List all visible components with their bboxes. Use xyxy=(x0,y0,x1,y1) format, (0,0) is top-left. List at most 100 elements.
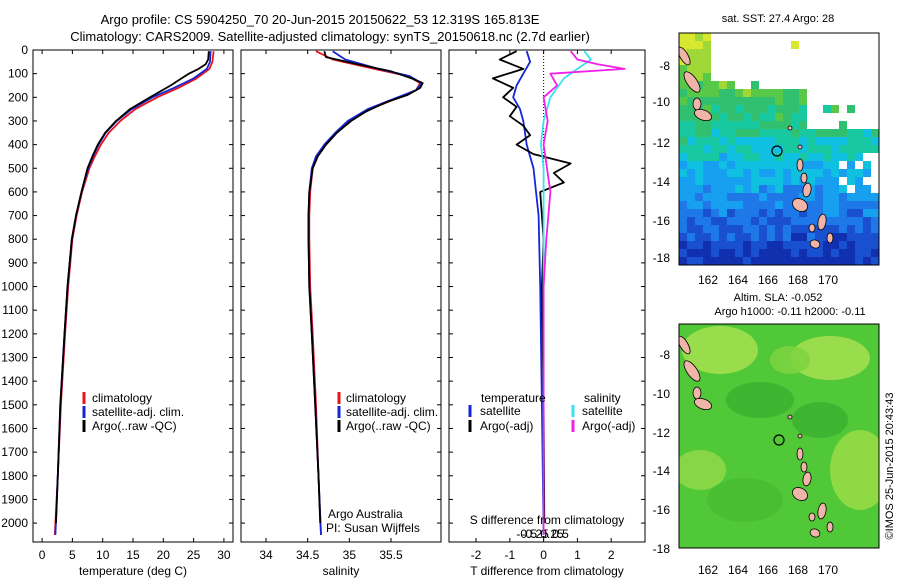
sst-cell xyxy=(695,177,703,185)
sst-cell xyxy=(703,97,711,105)
sst-cell xyxy=(807,193,815,201)
sst-cell xyxy=(687,97,695,105)
sst-cell xyxy=(679,217,687,225)
sst-cell xyxy=(719,185,727,193)
depth-tick-label: 1900 xyxy=(1,492,28,506)
sst-cell xyxy=(799,129,807,137)
sst-cell xyxy=(703,57,711,65)
island-shape xyxy=(808,223,816,233)
island-shape xyxy=(693,397,713,411)
sst-cell xyxy=(711,217,719,225)
sst-cell xyxy=(759,201,767,209)
sst-cell xyxy=(775,257,783,265)
sst-cell xyxy=(679,177,687,185)
t-diff-axis-label: T difference from climatology xyxy=(470,564,624,578)
sst-cell xyxy=(871,249,879,257)
sst-cell xyxy=(711,105,719,113)
sst-cell xyxy=(855,153,863,161)
sst-cell xyxy=(775,209,783,217)
island-shape xyxy=(797,433,803,439)
sst-cell xyxy=(687,217,695,225)
sst-cell xyxy=(815,201,823,209)
sst-cell xyxy=(735,249,743,257)
sst-cell xyxy=(759,209,767,217)
sst-cell xyxy=(751,169,759,177)
sst-cell xyxy=(743,225,751,233)
sst-cell xyxy=(679,81,687,89)
sst-cell xyxy=(847,137,855,145)
depth-tick-label: 900 xyxy=(8,256,28,270)
sst-cell xyxy=(719,217,727,225)
sst-cell xyxy=(687,161,695,169)
sla-lon-label: 164 xyxy=(728,563,748,577)
sst-cell xyxy=(735,129,743,137)
credit-line-1: Argo Australia xyxy=(328,507,403,521)
sst-cell xyxy=(711,161,719,169)
sst-cell xyxy=(847,153,855,161)
x-tick-label: 1 xyxy=(574,548,581,562)
sst-cell xyxy=(719,145,727,153)
imos-credit: ©IMOS 25-Jun-2015 20:43:43 xyxy=(884,393,896,540)
sst-cell xyxy=(855,233,863,241)
sst-cell xyxy=(791,169,799,177)
sla-lat-label: -16 xyxy=(653,503,671,517)
sst-cell xyxy=(735,217,743,225)
sst-cell xyxy=(679,193,687,201)
series-line-satellite xyxy=(54,51,212,535)
sst-cell xyxy=(831,161,839,169)
sst-cell xyxy=(783,241,791,249)
sst-cell xyxy=(687,225,695,233)
sst-cell xyxy=(735,145,743,153)
sst-cell xyxy=(815,193,823,201)
sst-cell xyxy=(847,225,855,233)
sst-cell xyxy=(839,185,847,193)
sst-cell xyxy=(775,233,783,241)
chart-subtitle: Climatology: CARS2009. Satellite-adjuste… xyxy=(70,29,590,44)
sst-cell xyxy=(759,185,767,193)
sst-cell xyxy=(719,177,727,185)
sst-lon-label: 164 xyxy=(728,273,748,287)
sst-cell xyxy=(775,153,783,161)
sst-cell xyxy=(735,185,743,193)
sst-cell xyxy=(711,209,719,217)
sst-cell xyxy=(703,249,711,257)
sst-cell xyxy=(823,153,831,161)
sst-cell xyxy=(799,193,807,201)
sst-cell xyxy=(783,185,791,193)
legend-header-temperature: temperature xyxy=(481,391,546,405)
sst-cell xyxy=(847,145,855,153)
sst-cell xyxy=(679,185,687,193)
sst-cell xyxy=(719,161,727,169)
sst-cell xyxy=(703,89,711,97)
sst-cell xyxy=(679,97,687,105)
sst-cell xyxy=(719,233,727,241)
sst-cell xyxy=(775,161,783,169)
sst-cell xyxy=(855,129,863,137)
sst-cell xyxy=(703,225,711,233)
sst-cell xyxy=(679,41,687,49)
sst-cell xyxy=(703,177,711,185)
sst-cell xyxy=(831,217,839,225)
series-line-climatology xyxy=(53,51,215,535)
sst-cell xyxy=(823,217,831,225)
sst-cell xyxy=(831,201,839,209)
sla-coastlines xyxy=(679,335,834,538)
sst-cell xyxy=(679,249,687,257)
sst-cell xyxy=(743,257,751,265)
sst-cell xyxy=(759,249,767,257)
sst-map xyxy=(678,32,880,266)
sst-cell xyxy=(767,121,775,129)
sst-cell xyxy=(783,225,791,233)
sst-cell xyxy=(871,257,879,265)
depth-tick-label: 0 xyxy=(21,43,28,57)
temperature-plot: 0100200300400500600700800900100011001200… xyxy=(1,43,233,562)
sst-cell xyxy=(751,89,759,97)
sst-cell xyxy=(871,193,879,201)
sst-cell xyxy=(847,177,855,185)
sst-cell xyxy=(775,121,783,129)
sst-cell xyxy=(695,217,703,225)
sst-cell xyxy=(855,225,863,233)
sst-cell xyxy=(775,241,783,249)
sst-cell xyxy=(791,105,799,113)
sla-lat-label: -10 xyxy=(653,387,671,401)
